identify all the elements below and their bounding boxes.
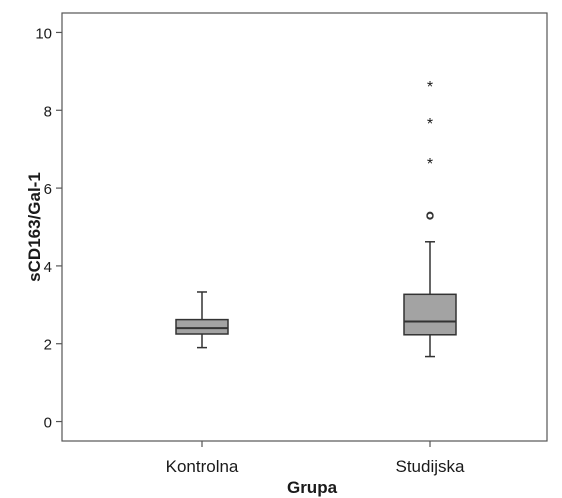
y-tick-label: 10 xyxy=(35,25,52,42)
box-studijska: * * * xyxy=(403,79,457,358)
y-tick-label: 4 xyxy=(44,259,52,276)
y-axis: 0 2 4 6 8 10 xyxy=(35,25,62,432)
x-tick-label: Kontrolna xyxy=(166,457,239,476)
plot-frame xyxy=(61,12,548,442)
y-tick-label: 0 xyxy=(44,415,52,432)
iqr-box xyxy=(175,318,229,335)
y-tick-label: 2 xyxy=(44,337,52,354)
x-tick-label: Studijska xyxy=(396,457,466,476)
extreme-marker: * xyxy=(427,116,433,133)
y-tick-label: 8 xyxy=(44,103,52,120)
extreme-marker: * xyxy=(427,156,433,173)
boxes: * * * xyxy=(175,79,457,358)
box-kontrolna xyxy=(175,291,229,349)
x-axis: Kontrolna Studijska xyxy=(166,441,465,476)
y-axis-label: sCD163/Gal-1 xyxy=(25,172,44,282)
y-tick-label: 6 xyxy=(44,181,52,198)
x-axis-label: Grupa xyxy=(287,478,338,497)
outlier-marker xyxy=(426,211,434,219)
extreme-marker: * xyxy=(427,79,433,96)
iqr-box xyxy=(403,293,457,336)
